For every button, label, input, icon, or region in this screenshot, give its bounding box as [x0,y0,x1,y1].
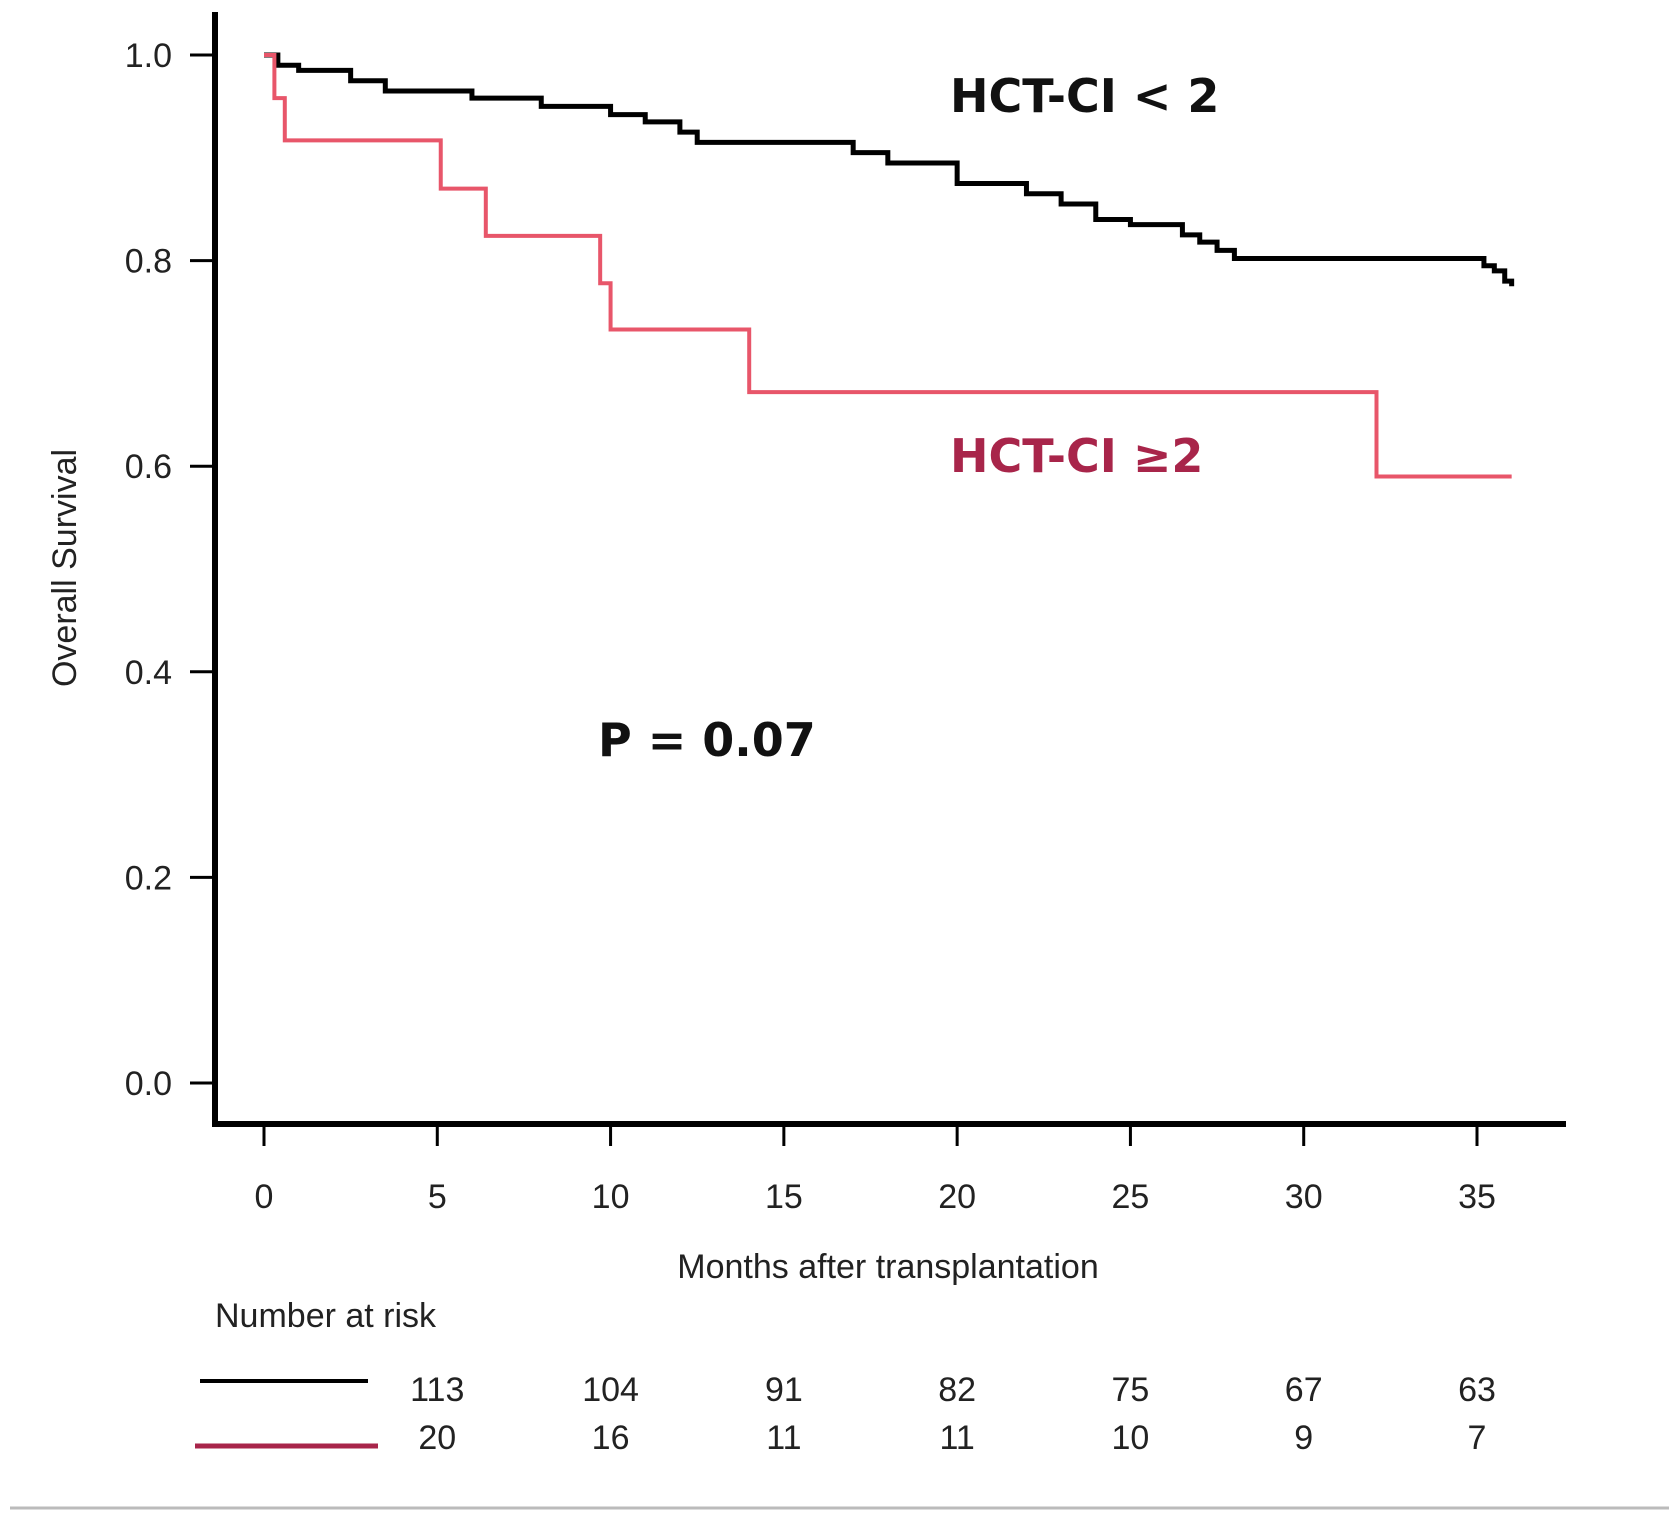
risk-value: 9 [1294,1419,1313,1457]
risk-value: 20 [418,1419,456,1457]
y-tick-label: 0.6 [125,448,172,486]
x-tick-label: 10 [592,1178,630,1216]
y-tick-label: 0.2 [125,859,172,897]
risk-value: 11 [766,1419,801,1457]
x-tick-label: 35 [1458,1178,1496,1216]
risk-value: 75 [1112,1371,1150,1409]
risk-value: 63 [1458,1371,1496,1409]
p-value-label: P = 0.07 [598,713,816,767]
survival-curves [264,52,1515,479]
survival-curve-hctci-high [264,53,1512,479]
y-tick-label: 0.0 [125,1065,172,1103]
x-tick-label: 5 [428,1178,447,1216]
risk-value: 113 [410,1371,464,1409]
label-hctci-high: HCT-CI ≥2 [950,429,1203,483]
y-tick-label: 0.8 [125,243,172,281]
x-tick-label: 0 [255,1178,274,1216]
label-hctci-low: HCT-CI < 2 [950,69,1219,123]
y-tick-label: 0.4 [125,654,172,692]
risk-value: 91 [765,1371,803,1409]
risk-value: 82 [938,1371,976,1409]
x-axis-ticks: 0 5 10 15 20 25 30 35 [255,1127,1496,1216]
y-axis-title: Overall Survival [46,449,84,687]
x-axis-title: Months after transplantation [677,1248,1098,1286]
y-axis-ticks: 0.0 0.2 0.4 0.6 0.8 1.0 [125,37,212,1103]
risk-table-values: 113 104 91 82 75 67 63 20 16 11 11 10 9 7 [410,1371,1496,1457]
risk-value: 11 [939,1419,974,1457]
x-tick-label: 20 [938,1178,976,1216]
risk-value: 104 [582,1371,639,1409]
x-tick-label: 30 [1285,1178,1323,1216]
risk-table-title: Number at risk [215,1297,437,1335]
survival-curve-hctci-low [264,52,1515,287]
y-tick-label: 1.0 [125,37,172,75]
risk-value: 10 [1112,1419,1150,1457]
risk-value: 67 [1285,1371,1323,1409]
x-tick-label: 25 [1112,1178,1150,1216]
risk-value: 7 [1468,1419,1487,1457]
x-tick-label: 15 [765,1178,803,1216]
risk-value: 16 [592,1419,630,1457]
